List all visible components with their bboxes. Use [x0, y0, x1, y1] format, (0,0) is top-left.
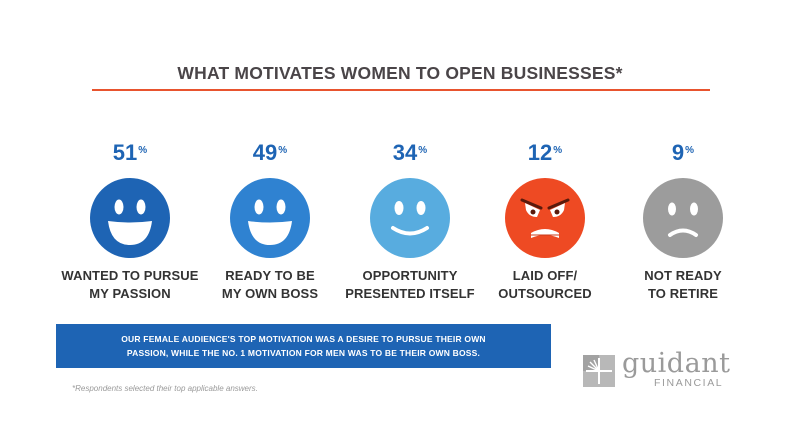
face — [504, 177, 586, 259]
percent-value: 49% — [190, 140, 350, 166]
sad-face-icon — [643, 178, 723, 258]
face — [642, 177, 724, 259]
title-underline — [92, 89, 710, 91]
motivation-item: 9% NOT READY TO RETIRE — [603, 140, 763, 303]
chart-title: WHAT MOTIVATES WOMEN TO OPEN BUSINESSES* — [177, 63, 623, 83]
percent-value: 34% — [330, 140, 490, 166]
percent-number: 9 — [671, 140, 685, 165]
face — [229, 177, 311, 259]
motivation-label: OPPORTUNITY PRESENTED ITSELF — [345, 268, 475, 301]
motivation-label: NOT READY TO RETIRE — [644, 268, 722, 301]
percent-number: 12 — [527, 140, 553, 165]
summary-banner-text: OUR FEMALE AUDIENCE'S TOP MOTIVATION WAS… — [121, 334, 486, 358]
face — [89, 177, 171, 259]
percent-sign: % — [138, 145, 148, 156]
logo-mark-icon — [583, 355, 615, 387]
percent-value: 12% — [465, 140, 625, 166]
percent-number: 49 — [252, 140, 278, 165]
summary-banner: OUR FEMALE AUDIENCE'S TOP MOTIVATION WAS… — [56, 324, 551, 368]
logo-name: guidant — [622, 348, 731, 379]
percent-value: 51% — [50, 140, 210, 166]
motivation-item: 49% READY TO BE MY OWN BOSS — [190, 140, 350, 303]
motivation-label: LAID OFF/ OUTSOURCED — [498, 268, 592, 301]
percent-number: 34 — [392, 140, 418, 165]
happy-face-icon — [230, 178, 310, 258]
face — [369, 177, 451, 259]
logo-subtitle: FINANCIAL — [654, 377, 724, 389]
motivation-item: 51% WANTED TO PURSUE MY PASSION — [50, 140, 210, 303]
angry-face-icon — [505, 178, 585, 258]
smile-face-icon — [370, 178, 450, 258]
percent-number: 51 — [112, 140, 138, 165]
percent-sign: % — [418, 145, 428, 156]
percent-sign: % — [685, 145, 695, 156]
footnote: *Respondents selected their top applicab… — [72, 384, 258, 393]
happy-face-icon — [90, 178, 170, 258]
motivation-label: WANTED TO PURSUE MY PASSION — [61, 268, 199, 301]
percent-value: 9% — [603, 140, 763, 166]
percent-sign: % — [553, 145, 563, 156]
guidant-financial-logo: guidant FINANCIAL — [582, 348, 742, 390]
percent-sign: % — [278, 145, 288, 156]
motivation-item: 34% OPPORTUNITY PRESENTED ITSELF — [330, 140, 490, 303]
motivation-item: 12% LAID OFF/ OUTSOURCED — [465, 140, 625, 303]
motivation-label: READY TO BE MY OWN BOSS — [221, 268, 319, 301]
